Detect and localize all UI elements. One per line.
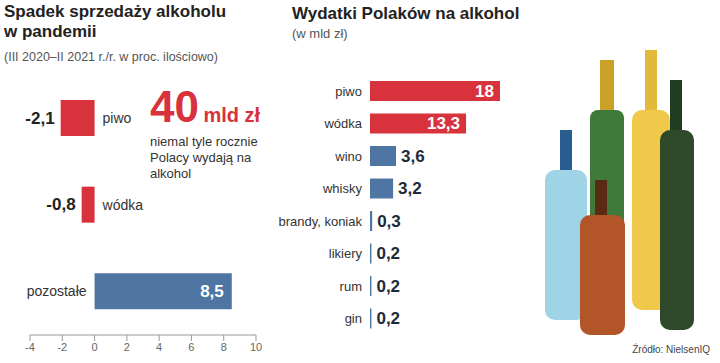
svg-text:rum: rum bbox=[340, 279, 362, 294]
svg-text:-0,8: -0,8 bbox=[46, 195, 75, 214]
svg-text:wino: wino bbox=[334, 149, 362, 164]
svg-text:pozostałe: pozostałe bbox=[27, 283, 87, 299]
svg-text:gin: gin bbox=[345, 311, 362, 326]
svg-text:3,6: 3,6 bbox=[401, 147, 425, 166]
svg-text:0,2: 0,2 bbox=[376, 277, 400, 296]
svg-text:-2: -2 bbox=[57, 341, 67, 353]
svg-text:0,2: 0,2 bbox=[376, 244, 400, 263]
html-text:(III 2020–II 2021 r./r. w proc: (III 2020–II 2021 r./r. w proc. ilościow… bbox=[4, 50, 218, 64]
html-text:mld zł: mld zł bbox=[203, 104, 261, 126]
svg-text:10: 10 bbox=[250, 341, 262, 353]
svg-text:18: 18 bbox=[475, 82, 494, 101]
html-text:niemal tyle rocznie Polacy wyd: niemal tyle rocznie Polacy wydają na alk… bbox=[150, 134, 258, 181]
svg-text:0: 0 bbox=[92, 341, 98, 353]
svg-text:3,2: 3,2 bbox=[398, 179, 422, 198]
svg-text:13,3: 13,3 bbox=[427, 114, 460, 133]
svg-text:brandy, koniak: brandy, koniak bbox=[278, 214, 362, 229]
svg-text:piwo: piwo bbox=[335, 84, 362, 99]
svg-text:likiery: likiery bbox=[329, 246, 363, 261]
svg-text:8: 8 bbox=[221, 341, 227, 353]
svg-text:6: 6 bbox=[188, 341, 194, 353]
svg-text:8,5: 8,5 bbox=[200, 282, 224, 301]
svg-text:whisky: whisky bbox=[322, 181, 363, 196]
html-text:40: 40 bbox=[150, 82, 199, 131]
html-text:Spadek sprzedaży alkoholu w pa: Spadek sprzedaży alkoholu w pandemii bbox=[4, 2, 226, 41]
svg-text:wódka: wódka bbox=[323, 116, 362, 131]
html-text:(w mld zł): (w mld zł) bbox=[292, 26, 348, 41]
svg-text:-2,1: -2,1 bbox=[25, 109, 54, 128]
svg-text:wódka: wódka bbox=[102, 197, 144, 213]
svg-text:piwo: piwo bbox=[103, 110, 132, 126]
html-text:Źródło: NielsenIQ: Źródło: NielsenIQ bbox=[632, 344, 710, 355]
html-text:Wydatki Polaków na alkohol: Wydatki Polaków na alkohol bbox=[292, 4, 520, 23]
svg-text:4: 4 bbox=[156, 341, 162, 353]
svg-text:0,2: 0,2 bbox=[376, 309, 400, 328]
svg-text:2: 2 bbox=[124, 341, 130, 353]
svg-text:-4: -4 bbox=[25, 341, 35, 353]
svg-text:0,3: 0,3 bbox=[377, 212, 401, 231]
